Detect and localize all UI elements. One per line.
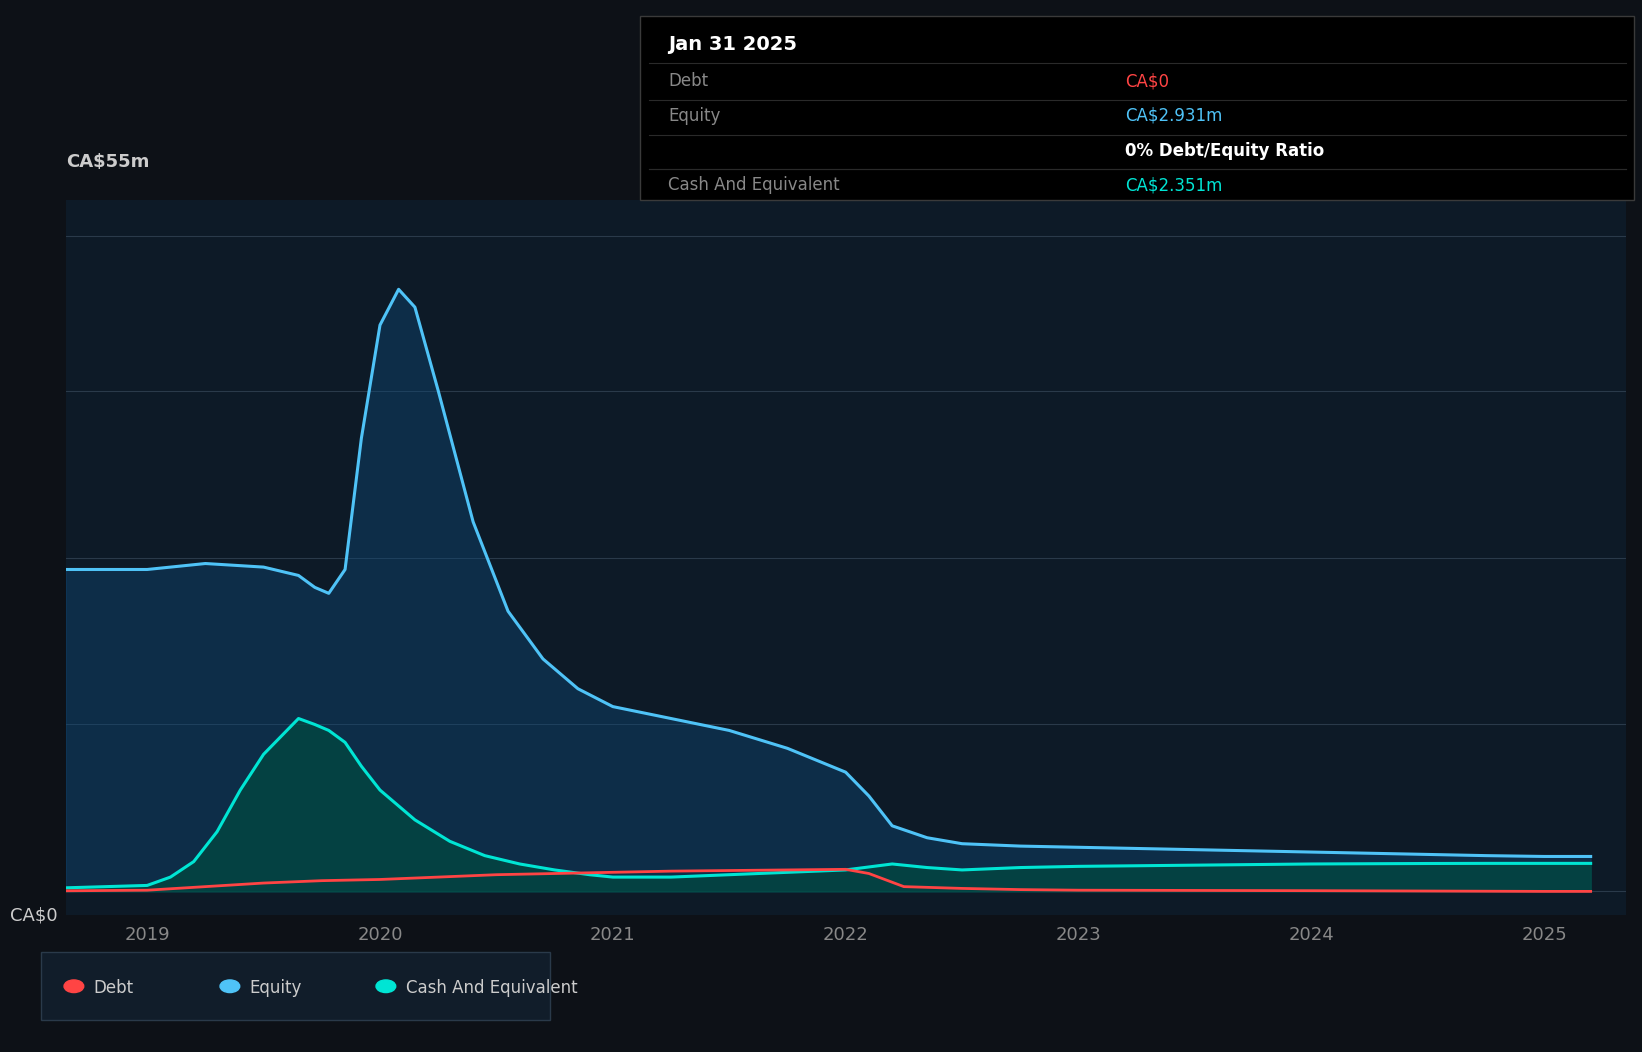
Text: CA$2.351m: CA$2.351m	[1125, 177, 1222, 195]
Text: 0% Debt/Equity Ratio: 0% Debt/Equity Ratio	[1125, 142, 1323, 160]
Text: Equity: Equity	[250, 978, 302, 996]
Text: Debt: Debt	[668, 73, 708, 90]
Text: CA$55m: CA$55m	[66, 154, 149, 171]
Text: Jan 31 2025: Jan 31 2025	[668, 36, 798, 55]
Text: Cash And Equivalent: Cash And Equivalent	[668, 177, 841, 195]
Text: Debt: Debt	[94, 978, 133, 996]
Text: CA$2.931m: CA$2.931m	[1125, 107, 1222, 125]
Text: Cash And Equivalent: Cash And Equivalent	[406, 978, 578, 996]
Text: Equity: Equity	[668, 107, 721, 125]
Text: CA$0: CA$0	[10, 906, 57, 925]
Text: CA$0: CA$0	[1125, 73, 1169, 90]
